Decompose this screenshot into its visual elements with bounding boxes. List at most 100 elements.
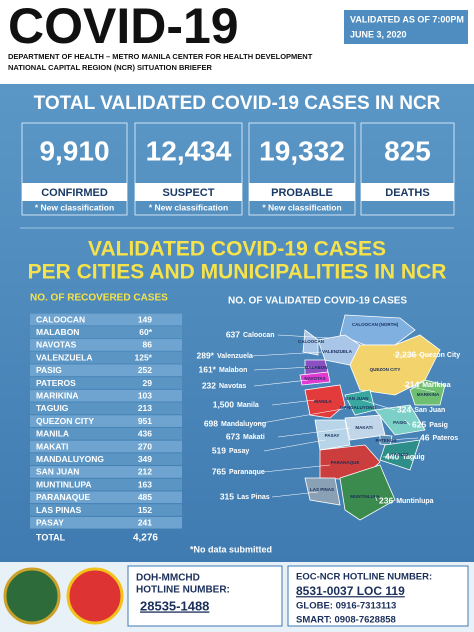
city-name: LAS PINAS [36,505,82,515]
city-name: MUNTINLUPA [36,479,92,489]
callout-name: Malabon [219,367,247,374]
callout-line [382,454,401,458]
recovered-value: 149 [138,314,152,324]
eoc-smart: SMART: 0908-7628858 [296,615,396,626]
callout-name: Taguig [402,454,424,461]
callout-value: 765 [212,466,226,476]
city-name: MANDALUYONG [36,454,104,464]
card [248,122,356,216]
region-label: SAN JUAN [345,396,368,401]
note: *No data submitted [190,544,272,554]
callout-line [387,437,419,441]
callout-line [263,464,331,473]
card-label: SUSPECT [163,187,215,199]
callout-line [402,384,436,393]
card [360,122,455,216]
eoc-box [287,565,469,627]
callout-value: 2,236 [395,349,417,359]
card-value: 825 [384,135,431,166]
region-label: MALABON [305,365,328,370]
region-label: MARIKINA [417,392,440,397]
city-name: QUEZON CITY [36,416,94,426]
city-name: VALENZUELA [36,352,93,362]
callout-name: Mandaluyong [221,421,266,428]
region-label: QUEZON CITY [370,367,401,372]
region-label: MAKATI [355,425,372,430]
city-name: MALABON [36,327,79,337]
recovered-value: 152 [138,505,152,515]
hotline-title: DOH-MMCHD [136,573,200,584]
recovered-value: 125* [135,352,153,362]
callout-name: Pasig [429,422,448,429]
card-label-bg [249,183,355,201]
callout-value: 236 [379,495,393,505]
table-row [30,364,182,377]
city-name: MARIKINA [36,390,79,400]
card [134,122,243,216]
callout-line [277,334,331,339]
callout-line [251,351,323,357]
table-row [30,440,182,453]
callout-value: 637 [226,329,240,339]
callout-name: Quezon City [419,352,460,359]
callout-value: 161* [199,364,217,374]
callout-name: Makati [243,434,265,441]
city-name: MAKATI [36,441,68,451]
callout-name: Caloocan [243,332,275,339]
recovered-value: 241 [138,517,152,527]
city-name: CALOOCAN [36,314,85,324]
city-name: PARANAQUE [36,492,90,502]
callout-value: 698 [204,418,218,428]
logo [66,567,124,625]
callout-name: Marikina [422,382,451,389]
region-label: NAVOTAS [304,376,325,381]
callout-line [253,366,313,371]
region-label: CALOOCAN (NORTH) [352,322,399,327]
hotline-title: HOTLINE NUMBER: [136,585,230,596]
table-row [30,516,182,529]
card-label: PROBABLE [271,187,333,199]
callout-value: 46 [420,432,430,442]
region-label: LAS PINAS [310,487,334,492]
region-label: PASIG [393,420,407,425]
callout-name: Paranaque [229,469,265,476]
card-label-bg [22,183,127,201]
callout-value: 315 [220,491,234,501]
region-label: MANILA [314,399,332,404]
logo [3,567,61,625]
eoc-title: EOC-NCR HOTLINE NUMBER: [296,572,432,583]
recovered-value: 212 [138,467,152,477]
city-name: MANILA [36,429,69,439]
table-row [30,427,182,440]
city-name: TAGUIG [36,403,69,413]
callout-line [263,439,326,452]
cities-title: PER CITIES AND MUNICIPALITIES IN NCR [28,261,447,284]
city-name: PASAY [36,517,64,527]
table-row [30,415,182,427]
recovered-value: 270 [138,441,152,451]
recovered-value: 951 [138,416,152,426]
card-label-bg [361,183,454,201]
recovered-value: 252 [138,365,152,375]
cities-title: VALIDATED COVID-19 CASES [88,238,386,261]
eoc-number: 8531-0037 LOC 119 [296,584,405,598]
recovered-value: 103 [138,390,152,400]
callout-value: 519 [212,445,226,455]
card-note: * New classification [149,202,228,212]
callout-line [271,491,319,498]
city-name: SAN JUAN [36,467,79,477]
table-row [30,504,182,516]
callout-value: 232 [202,380,216,390]
region-label: PASAY [325,433,340,438]
region-label: CALOOCAN [298,339,324,344]
recovered-value: 29 [143,378,153,388]
totals-title: TOTAL VALIDATED COVID-19 CASES IN NCR [34,93,441,114]
table-row [30,402,182,415]
eoc-globe: GLOBE: 0916-7313113 [296,601,396,612]
hotline-number: 28535-1488 [140,598,209,613]
callout-line [277,427,351,438]
map-title: NO. OF VALIDATED COVID-19 CASES [228,296,407,307]
table-row [30,389,182,402]
callout-name: Pasay [229,448,249,455]
